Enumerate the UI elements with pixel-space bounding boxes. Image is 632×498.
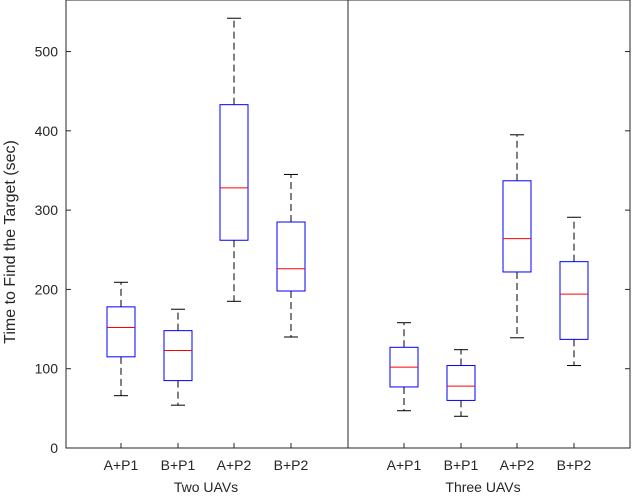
box-1-ap1 (106, 281, 136, 448)
group-label: Two UAVs (174, 479, 238, 495)
box-2-ap2 (502, 134, 532, 448)
y-tick-label: 300 (35, 202, 59, 218)
iqr-box (559, 261, 589, 340)
y-axis-label: Time to Find the Target (sec) (2, 140, 19, 344)
iqr-box (106, 306, 136, 358)
iqr-box (446, 365, 476, 401)
y-tick-label: 0 (50, 440, 58, 456)
iqr-box (163, 330, 193, 382)
box-1-ap2 (219, 17, 249, 448)
x-tick-label: B+P2 (274, 457, 309, 473)
x-tick-label: B+P2 (557, 457, 592, 473)
x-tick-label: A+P1 (387, 457, 422, 473)
y-axis: 0 100 200 300 400 500 (35, 44, 630, 456)
box-2-ap1 (389, 322, 419, 448)
boxes-layer (106, 17, 589, 448)
x-tick-label: A+P1 (104, 457, 139, 473)
x-tick-label: A+P2 (500, 457, 535, 473)
x-axis-labels: A+P1 B+P1 A+P2 B+P2 Two UAVs A+P1 B+P1 A+P2 B+P2… (104, 457, 592, 495)
y-tick-label: 400 (35, 123, 59, 139)
box-2-bp1 (446, 349, 476, 448)
box-2-bp2 (559, 216, 589, 448)
iqr-box (502, 180, 532, 273)
y-tick-label: 500 (35, 44, 59, 60)
x-tick-label: A+P2 (217, 457, 252, 473)
box-1-bp1 (163, 308, 193, 448)
group-label: Three UAVs (445, 479, 520, 495)
y-tick-label: 200 (35, 281, 59, 297)
iqr-box (276, 221, 306, 292)
box-1-bp2 (276, 173, 306, 448)
x-tick-label: B+P1 (444, 457, 479, 473)
iqr-box (219, 104, 249, 241)
y-tick-label: 100 (35, 361, 59, 377)
x-tick-label: B+P1 (161, 457, 196, 473)
